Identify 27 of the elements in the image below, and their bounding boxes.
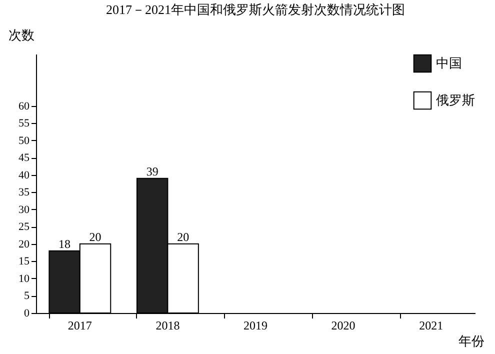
y-tick-label: 40 xyxy=(18,169,30,182)
y-tick-label: 35 xyxy=(18,186,30,199)
y-tick-label: 15 xyxy=(18,256,30,268)
chart-title: 2017－2021年中国和俄罗斯火箭发射次数情况统计图 xyxy=(106,2,405,17)
data-label: 20 xyxy=(89,230,102,244)
x-tick-label: 2018 xyxy=(156,318,180,332)
legend-label: 俄罗斯 xyxy=(436,92,475,108)
y-tick-label: 10 xyxy=(18,272,30,285)
y-tick-label: 0 xyxy=(24,308,30,320)
x-tick-label: 2021 xyxy=(419,318,444,332)
x-axis-title: 年份 xyxy=(458,334,484,348)
y-tick-label: 60 xyxy=(18,100,30,112)
x-tick-label: 2019 xyxy=(244,318,268,332)
y-tick-label: 50 xyxy=(18,134,30,147)
data-label: 39 xyxy=(146,164,158,178)
y-axis-title: 次数 xyxy=(8,28,34,42)
y-tick-label: 20 xyxy=(18,238,30,250)
y-tick-label: 30 xyxy=(18,204,30,216)
x-tick-label: 2020 xyxy=(331,318,356,332)
data-label: 20 xyxy=(177,230,190,244)
y-tick-label: 5 xyxy=(24,290,30,302)
y-tick-label: 25 xyxy=(18,221,30,234)
y-tick-label: 45 xyxy=(18,152,30,164)
y-tick-label: 55 xyxy=(18,118,30,130)
legend-label: 中国 xyxy=(436,56,462,70)
x-tick-label: 2017 xyxy=(68,318,92,332)
data-label: 18 xyxy=(58,236,71,251)
